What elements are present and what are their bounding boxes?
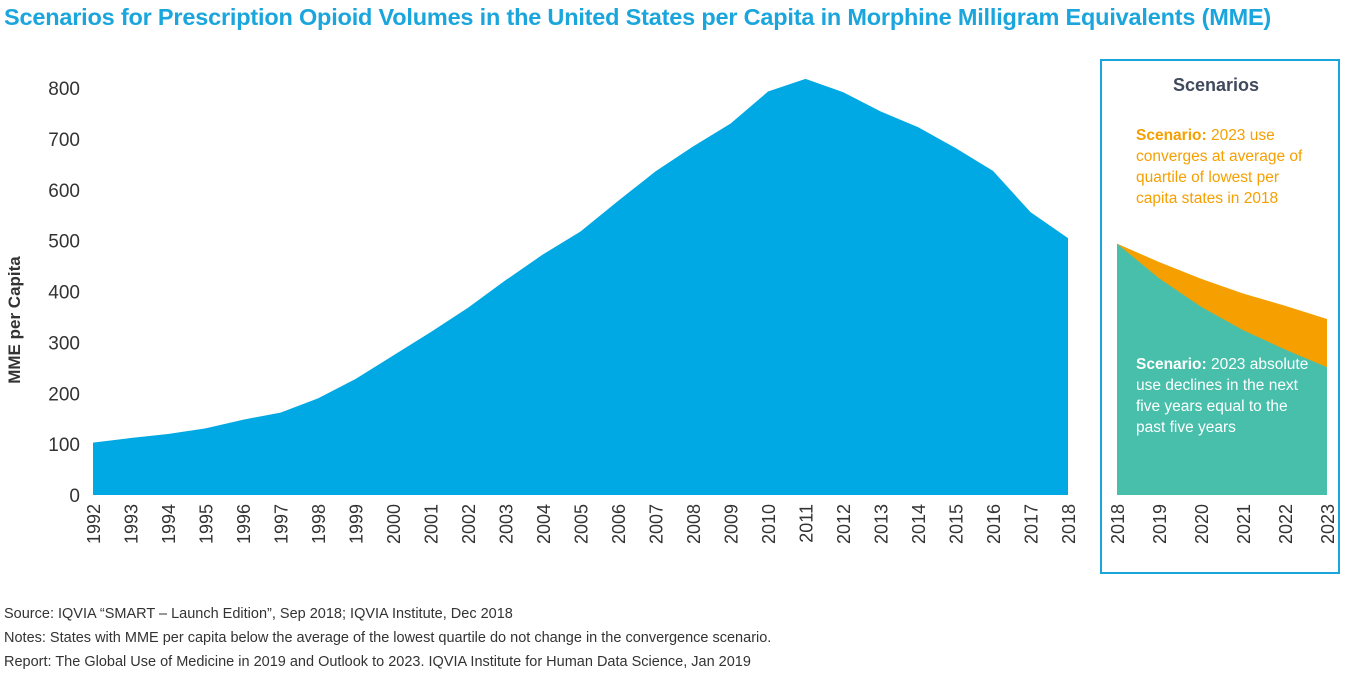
decline-scenario-heading: Scenario: xyxy=(1136,356,1207,373)
x-tick-label: 2014 xyxy=(909,504,929,544)
x-tick-label: 2008 xyxy=(684,504,704,544)
main-area-series xyxy=(93,78,1068,495)
x-tick-label: 2013 xyxy=(872,504,892,544)
x-tick-label: 1995 xyxy=(197,504,217,544)
x-tick-label: 2004 xyxy=(534,504,554,544)
y-axis: 0 100 200 300 400 500 600 700 800 xyxy=(48,79,80,507)
y-tick-label: 600 xyxy=(48,181,80,202)
x-tick-label: 2017 xyxy=(1022,504,1042,544)
x-tick-label: 2010 xyxy=(759,504,779,544)
x-tick-label: 1997 xyxy=(272,504,292,544)
x-tick-label: 1994 xyxy=(159,504,179,544)
source-note: Source: IQVIA “SMART – Launch Edition”, … xyxy=(4,606,513,622)
scenario-x-tick-label: 2019 xyxy=(1150,504,1170,544)
scenario-panel-title: Scenarios xyxy=(1173,75,1259,95)
x-tick-label: 1992 xyxy=(84,504,104,544)
y-tick-label: 500 xyxy=(48,232,80,253)
y-tick-label: 0 xyxy=(69,486,80,507)
y-tick-label: 700 xyxy=(48,130,80,151)
y-tick-label: 800 xyxy=(48,79,80,100)
chart: 0 100 200 300 400 500 600 700 800 MME per Capita… xyxy=(5,59,1340,574)
x-tick-label: 1998 xyxy=(309,504,329,544)
scenario-x-tick-label: 2022 xyxy=(1276,504,1296,544)
x-tick-label: 2009 xyxy=(722,504,742,544)
main-x-axis: 1992 1993 1994 1995 1996 1997 1998 1999 2000 2001… xyxy=(84,504,1079,544)
convergence-scenario-heading: Scenario: xyxy=(1136,127,1207,144)
scenario-x-tick-label: 2023 xyxy=(1318,504,1338,544)
convergence-scenario-text: 2023 use converges at average of quartil… xyxy=(1136,127,1303,207)
x-tick-label: 2015 xyxy=(947,504,967,544)
y-tick-label: 300 xyxy=(48,333,80,354)
x-tick-label: 2012 xyxy=(834,504,854,544)
scenario-x-axis: 2018 2019 2020 2021 2022 2023 xyxy=(1108,504,1338,544)
scenario-x-tick-label: 2020 xyxy=(1192,504,1212,544)
x-tick-label: 2018 xyxy=(1059,504,1079,544)
y-tick-label: 100 xyxy=(48,435,80,456)
x-tick-label: 1993 xyxy=(122,504,142,544)
decline-scenario-text: 2023 absolute use declines in the next f… xyxy=(1136,356,1309,436)
x-tick-label: 2005 xyxy=(572,504,592,544)
x-tick-label: 2002 xyxy=(459,504,479,544)
decline-scenario-area xyxy=(1117,243,1327,495)
x-tick-label: 1996 xyxy=(234,504,254,544)
main-area-path xyxy=(93,78,1068,495)
x-tick-label: 2016 xyxy=(984,504,1004,544)
y-tick-label: 200 xyxy=(48,384,80,405)
report-citation: Report: The Global Use of Medicine in 20… xyxy=(4,654,751,670)
scenario-x-tick-label: 2021 xyxy=(1234,504,1254,544)
convergence-scenario-label: Scenario: 2023 use converges at average … xyxy=(1136,125,1316,209)
y-axis-label: MME per Capita xyxy=(5,256,24,384)
scenario-areas xyxy=(1117,243,1327,495)
chart-title: Scenarios for Prescription Opioid Volume… xyxy=(4,4,1272,30)
y-tick-label: 400 xyxy=(48,283,80,304)
x-tick-label: 1999 xyxy=(347,504,367,544)
x-tick-label: 2007 xyxy=(647,504,667,544)
x-tick-label: 2000 xyxy=(384,504,404,544)
x-tick-label: 2003 xyxy=(497,504,517,544)
notes: Notes: States with MME per capita below … xyxy=(4,630,772,646)
x-tick-label: 2011 xyxy=(797,504,817,543)
decline-scenario-label: Scenario: 2023 absolute use declines in … xyxy=(1136,354,1316,438)
scenario-x-tick-label: 2018 xyxy=(1108,504,1128,544)
scenario-panel xyxy=(1100,59,1340,574)
x-tick-label: 2001 xyxy=(422,504,442,544)
x-tick-label: 2006 xyxy=(609,504,629,544)
